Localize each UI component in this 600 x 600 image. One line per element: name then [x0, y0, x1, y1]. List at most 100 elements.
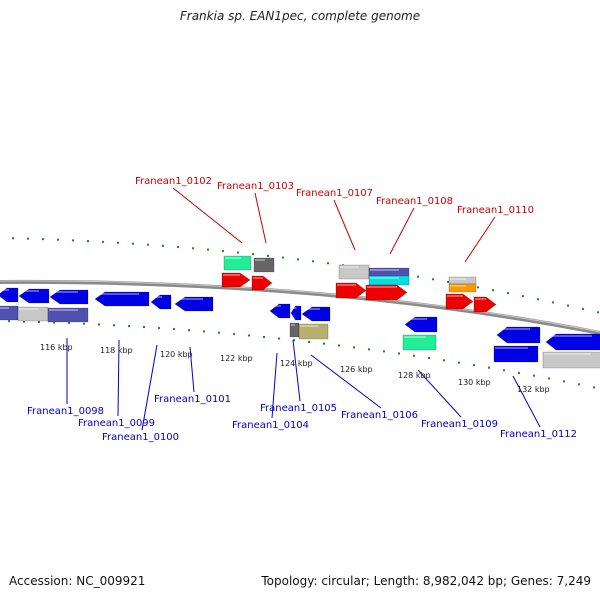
- tick-mark: [297, 258, 299, 261]
- tick-mark: [293, 339, 295, 342]
- gene-arrow: [496, 326, 541, 344]
- tick-mark: [563, 380, 565, 383]
- tick-mark: [12, 237, 14, 240]
- kbp-label: 128 kbp: [398, 371, 431, 380]
- gene-shine: [475, 298, 487, 300]
- tick-mark: [113, 324, 115, 327]
- tick-mark: [188, 329, 190, 332]
- callout-line: [389, 207, 415, 255]
- gene-shine: [370, 269, 399, 271]
- tick-mark: [458, 361, 460, 364]
- gene-box: [542, 351, 600, 369]
- gene-label-forward: Franean1_0108: [376, 196, 453, 207]
- gene-shine: [340, 266, 359, 268]
- tick-mark: [147, 243, 149, 246]
- gene-box: [493, 345, 539, 363]
- gene-shine: [498, 328, 530, 330]
- tick-mark: [218, 331, 220, 334]
- tick-mark: [158, 327, 160, 330]
- gene-box: [368, 275, 410, 286]
- kbp-label: 132 kbp: [517, 385, 550, 394]
- tick-mark: [237, 251, 239, 254]
- gene-shine: [223, 274, 240, 276]
- tick-mark: [252, 253, 254, 256]
- tick-mark: [312, 260, 314, 263]
- gene-shine: [20, 290, 39, 292]
- tick-mark: [143, 326, 145, 329]
- gene-label-forward: Franean1_0107: [296, 188, 373, 199]
- kbp-label: 124 kbp: [280, 359, 313, 368]
- gene-label-reverse: Franean1_0112: [500, 429, 577, 440]
- gene-box: [402, 334, 437, 351]
- tick-mark: [203, 330, 205, 333]
- tick-track-lower: [8, 320, 595, 389]
- gene-label-reverse: Franean1_0105: [260, 403, 337, 414]
- tick-mark: [443, 359, 445, 362]
- gene-arrow: [0, 287, 19, 303]
- gene-label-reverse: Franean1_0106: [341, 410, 418, 421]
- gene-shine: [404, 336, 426, 338]
- gene-shine: [547, 335, 592, 337]
- tick-mark: [323, 342, 325, 345]
- gene-label-reverse: Franean1_0104: [232, 420, 309, 431]
- callout-line: [333, 199, 356, 251]
- genome-backbone: [0, 279, 600, 335]
- gene-shine: [0, 289, 9, 291]
- tick-mark: [398, 352, 400, 355]
- kbp-label: 122 kbp: [220, 354, 253, 363]
- gene-shine: [19, 308, 38, 310]
- tick-mark: [428, 356, 430, 359]
- kbp-label: 116 kbp: [40, 343, 73, 352]
- kbp-label: 126 kbp: [340, 365, 373, 374]
- gene-shine: [0, 307, 9, 309]
- tick-mark: [593, 386, 595, 389]
- tick-mark: [518, 371, 520, 374]
- tick-mark: [222, 250, 224, 253]
- tick-mark: [413, 354, 415, 357]
- gene-box: [298, 323, 329, 340]
- gene-label-reverse: Franean1_0099: [78, 418, 155, 429]
- gene-label-forward: Franean1_0110: [457, 205, 534, 216]
- tick-mark: [308, 340, 310, 343]
- tick-mark: [87, 240, 89, 243]
- gene-arrow: [150, 294, 172, 310]
- gene-shine: [49, 309, 78, 311]
- tick-mark: [83, 322, 85, 325]
- tick-mark: [417, 275, 419, 278]
- accession-text: Accession: NC_009921: [9, 574, 146, 588]
- gene-arrow: [221, 272, 251, 288]
- tick-mark: [68, 322, 70, 325]
- gene-box: [253, 257, 275, 273]
- tick-mark: [42, 238, 44, 241]
- tick-mark: [207, 248, 209, 251]
- gene-arrow: [545, 333, 600, 351]
- tick-mark: [552, 301, 554, 304]
- gene-arrow: [335, 282, 367, 299]
- tick-mark: [282, 256, 284, 259]
- tick-mark: [492, 289, 494, 292]
- tick-mark: [327, 262, 329, 265]
- tick-mark: [132, 242, 134, 245]
- gene-shine: [367, 286, 397, 288]
- kbp-label: 130 kbp: [458, 378, 491, 387]
- tick-mark: [72, 239, 74, 242]
- gene-label-reverse: Franean1_0098: [27, 406, 104, 417]
- gene-arrow: [269, 303, 291, 319]
- tick-mark: [537, 298, 539, 301]
- gene-arrow: [301, 306, 331, 322]
- callout-line: [271, 352, 278, 419]
- gene-label-forward: Franean1_0102: [135, 176, 212, 187]
- tick-mark: [102, 240, 104, 243]
- tick-mark: [192, 247, 194, 250]
- gene-shine: [450, 278, 466, 280]
- tick-mark: [567, 304, 569, 307]
- map-title: Frankia sp. EAN1pec, complete genome: [179, 9, 421, 23]
- tick-mark: [57, 238, 59, 241]
- gene-label-reverse: Franean1_0109: [421, 419, 498, 430]
- tick-mark: [432, 278, 434, 281]
- gene-box: [47, 307, 89, 323]
- tick-mark: [582, 307, 584, 310]
- gene-shine: [370, 277, 399, 279]
- kbp-label: 120 kbp: [160, 350, 193, 359]
